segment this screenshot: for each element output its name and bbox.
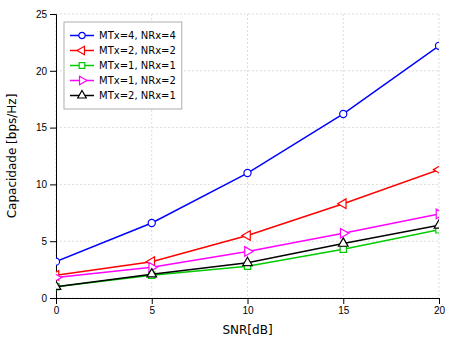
x-axis: 0 5 10 15 20 xyxy=(54,298,446,316)
x-tick-label: 15 xyxy=(338,305,350,316)
y-tick-mark xyxy=(50,184,56,185)
grid-line-y xyxy=(56,127,439,128)
legend-marker xyxy=(78,91,87,98)
y-tick-mark xyxy=(50,298,56,299)
legend-box xyxy=(64,22,182,109)
series-point xyxy=(340,228,348,238)
series-point xyxy=(340,110,347,117)
series-point xyxy=(242,231,250,241)
series-line xyxy=(56,230,439,287)
series-point xyxy=(436,209,439,219)
legend-marker xyxy=(77,46,84,55)
x-tick-mark xyxy=(248,298,249,304)
legend-item: MTx=1, NRx=1 xyxy=(70,60,176,71)
legend-item: MTx=2, NRx=2 xyxy=(70,45,176,56)
series-point xyxy=(435,42,439,49)
legend-label: MTx=1, NRx=2 xyxy=(99,75,176,86)
series-line xyxy=(56,225,439,286)
grid-line-x xyxy=(439,14,440,298)
y-axis-line xyxy=(50,15,57,299)
chart: 0 5 10 15 20 0 5 10 15 20 25 SNR[dB] Capacidade [bps… xyxy=(0,0,455,342)
y-axis-title: Capacidade [bps/Hz] xyxy=(5,94,19,219)
legend-label: MTx=4, NRx=4 xyxy=(99,30,176,41)
series-point xyxy=(56,273,62,283)
x-tick: 0 xyxy=(54,298,60,316)
x-tick: 5 xyxy=(149,298,155,316)
y-tick: 0 xyxy=(41,293,56,304)
x-tick-label: 20 xyxy=(434,305,446,316)
series-line xyxy=(56,46,439,262)
y-tick-mark xyxy=(50,241,56,242)
y-tick: 15 xyxy=(36,122,56,133)
x-tick: 20 xyxy=(434,298,446,316)
y-tick: 25 xyxy=(36,9,56,20)
legend-item: MTx=2, NRx=1 xyxy=(70,90,176,101)
grid-line-y xyxy=(56,14,439,15)
y-axis: 0 5 10 15 20 25 xyxy=(36,9,57,304)
series-point xyxy=(56,258,60,265)
series-point xyxy=(338,199,346,209)
y-tick: 5 xyxy=(41,236,56,247)
legend-marker xyxy=(80,76,87,85)
series-point xyxy=(243,257,253,265)
y-tick-label: 25 xyxy=(36,9,48,20)
x-axis-title: SNR[dB] xyxy=(222,323,272,337)
series-point xyxy=(56,281,61,289)
legend-label: MTx=2, NRx=1 xyxy=(99,90,176,101)
series-point xyxy=(147,269,157,277)
series-line xyxy=(56,214,439,278)
series-point xyxy=(245,247,253,257)
series-point xyxy=(433,165,439,175)
plot: 0 5 10 15 20 0 5 10 15 20 25 SNR[dB] Capacidade [bps… xyxy=(5,9,445,337)
series-point xyxy=(340,246,346,252)
legend-item: MTx=1, NRx=2 xyxy=(70,75,176,86)
legend-item: MTx=4, NRx=4 xyxy=(70,30,176,41)
y-tick-label: 15 xyxy=(36,122,48,133)
legend-marker xyxy=(79,63,85,69)
x-tick-mark xyxy=(439,298,440,304)
series-point xyxy=(338,238,348,246)
x-tick-label: 5 xyxy=(149,305,155,316)
y-tick-label: 5 xyxy=(41,236,47,247)
x-tick-label: 10 xyxy=(242,305,254,316)
y-tick-label: 20 xyxy=(36,66,48,77)
series-point xyxy=(148,219,155,226)
y-tick-label: 10 xyxy=(36,179,48,190)
series-line xyxy=(56,170,439,276)
grid-line-x xyxy=(343,14,344,298)
y-tick: 10 xyxy=(36,179,56,190)
legend-label: MTx=2, NRx=2 xyxy=(99,45,176,56)
y-tick-mark xyxy=(50,128,56,129)
legend-label: MTx=1, NRx=1 xyxy=(99,60,176,71)
grid xyxy=(56,14,439,298)
series-point xyxy=(244,169,251,176)
x-tick: 10 xyxy=(242,298,254,316)
x-tick-mark xyxy=(343,298,344,304)
y-tick-mark xyxy=(50,14,56,15)
legend-marker xyxy=(79,32,85,38)
x-tick-label: 0 xyxy=(54,305,60,316)
legend: MTx=4, NRx=4 MTx=2, NRx=2 MTx=1, NRx=1 MTx=… xyxy=(64,22,182,109)
y-tick-mark xyxy=(50,71,56,72)
series-group xyxy=(56,42,439,290)
x-tick: 15 xyxy=(338,298,350,316)
grid-line-y xyxy=(56,184,439,185)
series-point xyxy=(434,220,439,228)
y-tick: 20 xyxy=(36,66,56,77)
y-tick-label: 0 xyxy=(41,293,47,304)
x-axis-line xyxy=(57,299,440,305)
x-tick-mark xyxy=(152,298,153,304)
